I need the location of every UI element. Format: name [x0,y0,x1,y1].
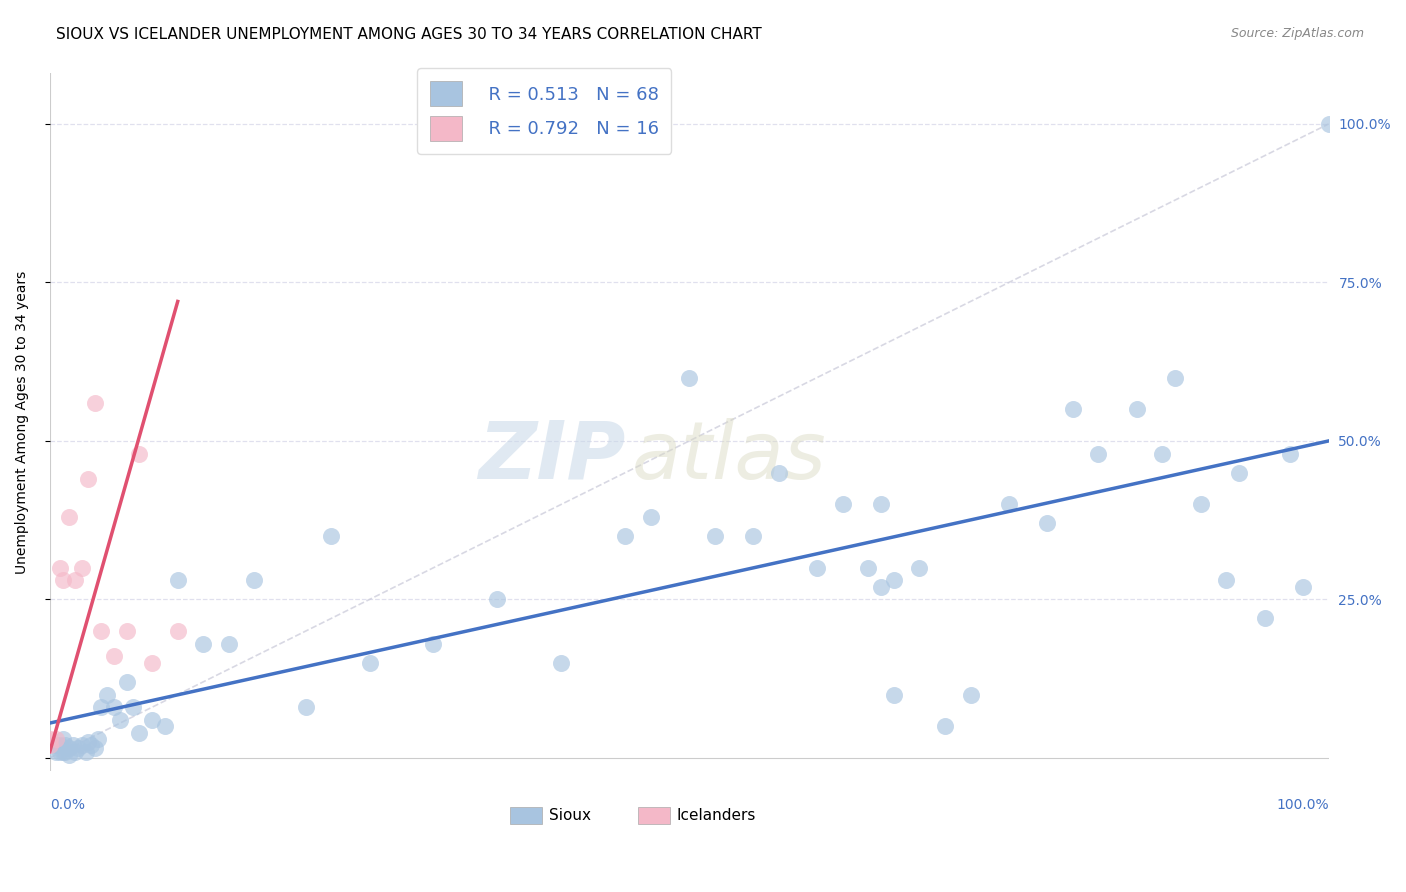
Point [640,510,662,524]
Text: Icelanders: Icelanders [676,808,756,823]
FancyBboxPatch shape [638,807,671,824]
Point [742,529,765,543]
Point [1189,497,1212,511]
Point [141,656,163,670]
Point [870,580,893,594]
Point [883,574,905,588]
Point [1126,402,1149,417]
Point [1062,402,1084,417]
Point [80,738,103,752]
Point [53,738,76,752]
Text: ZIP: ZIP [478,417,626,496]
Point [218,637,240,651]
Point [115,674,138,689]
Point [49,560,72,574]
Point [52,745,75,759]
Point [359,656,381,670]
Point [58,741,80,756]
Point [52,574,75,588]
Text: Sioux: Sioux [548,808,591,823]
Point [70,560,93,574]
Point [45,745,67,759]
Point [768,466,790,480]
Point [243,574,266,588]
Point [128,725,150,739]
Text: 0.0%: 0.0% [49,798,84,813]
Point [62,738,84,752]
Point [122,700,145,714]
Point [678,370,700,384]
Point [614,529,637,543]
Text: 100.0%: 100.0% [1277,798,1329,813]
Text: SIOUX VS ICELANDER UNEMPLOYMENT AMONG AGES 30 TO 34 YEARS CORRELATION CHART: SIOUX VS ICELANDER UNEMPLOYMENT AMONG AG… [56,27,762,42]
Point [128,447,150,461]
Point [49,738,72,752]
Point [70,738,93,752]
Point [1164,370,1187,384]
Point [806,560,828,574]
Point [422,637,444,651]
Point [75,745,97,759]
Point [49,745,72,759]
Point [1215,574,1237,588]
Point [1279,447,1302,461]
Point [141,713,163,727]
Point [193,637,215,651]
Point [1292,580,1315,594]
Point [998,497,1021,511]
Point [83,741,105,756]
Point [58,747,80,762]
Point [115,624,138,639]
Legend:   R = 0.513   N = 68,   R = 0.792   N = 16: R = 0.513 N = 68, R = 0.792 N = 16 [418,69,671,153]
FancyBboxPatch shape [510,807,543,824]
Point [1227,466,1250,480]
Point [153,719,176,733]
Point [883,688,905,702]
Point [77,735,100,749]
Point [294,700,316,714]
Y-axis label: Unemployment Among Ages 30 to 34 years: Unemployment Among Ages 30 to 34 years [15,270,30,574]
Text: Source: ZipAtlas.com: Source: ZipAtlas.com [1230,27,1364,40]
Point [90,624,112,639]
Point [1254,611,1277,625]
Point [831,497,853,511]
Point [83,396,105,410]
Point [38,738,60,752]
Point [1087,447,1109,461]
Point [108,713,131,727]
Point [58,510,80,524]
Point [321,529,343,543]
Point [166,624,188,639]
Point [66,741,89,756]
Point [934,719,956,733]
Point [1152,447,1174,461]
Point [87,731,110,746]
Point [908,560,931,574]
Point [90,700,112,714]
Point [1036,516,1059,531]
Point [45,731,67,746]
Point [870,497,893,511]
Text: atlas: atlas [631,417,827,496]
Point [166,574,188,588]
Point [65,574,87,588]
Point [53,745,76,759]
Point [52,731,75,746]
Point [550,656,572,670]
Point [703,529,725,543]
Point [486,592,509,607]
Point [103,700,125,714]
Point [38,731,60,746]
Point [65,745,87,759]
Point [1317,117,1340,131]
Point [96,688,118,702]
Point [858,560,880,574]
Point [103,649,125,664]
Point [45,738,67,752]
Point [959,688,981,702]
Point [77,472,100,486]
